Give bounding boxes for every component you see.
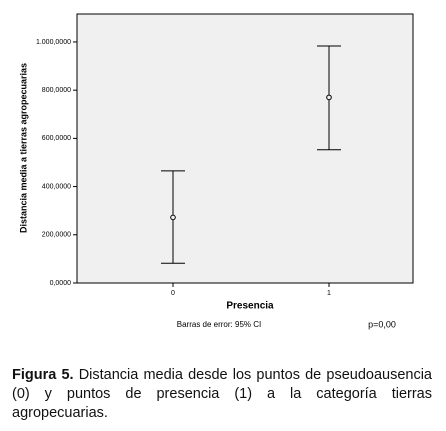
x-tick-label: 1	[327, 290, 331, 297]
annotation: p=0,00	[368, 319, 396, 329]
caption: Figura 5. Distancia media desde los punt…	[12, 366, 432, 423]
chart: Distancia media a tierras agropecuarias …	[18, 13, 414, 329]
y-tick-label: 1.000,0000	[36, 39, 71, 46]
mean-point	[170, 214, 176, 221]
y-tick-label: 800,0000	[42, 87, 71, 94]
y-axis-label: Distancia media a tierras agropecuarias	[18, 63, 28, 233]
y-tick-label: 600,0000	[42, 135, 71, 142]
note: Barras de error: 95% CI	[177, 320, 261, 329]
plot-frame	[76, 13, 414, 284]
y-tick-label: 0,0000	[50, 280, 72, 287]
x-tick-label: 0	[171, 290, 175, 297]
caption-label: Figura 5.	[12, 367, 74, 383]
x-axis-label: Presencia	[226, 301, 274, 312]
mean-point	[326, 94, 332, 101]
y-tick-label: 400,0000	[42, 183, 71, 190]
caption-text: Distancia media desde los puntos de pseu…	[12, 367, 432, 421]
y-tick-label: 200,0000	[42, 232, 71, 239]
